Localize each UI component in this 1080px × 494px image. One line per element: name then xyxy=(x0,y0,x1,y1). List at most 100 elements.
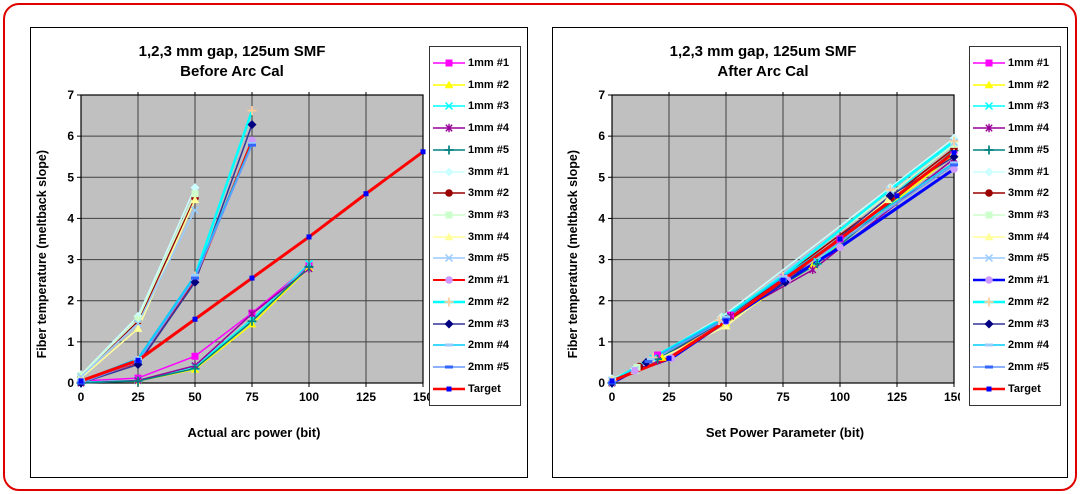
y-tick-label: 7 xyxy=(598,88,605,102)
legend-marker-3mm-1 xyxy=(444,167,454,177)
legend-swatch-2mm-3 xyxy=(433,319,465,329)
legend-marker-1mm-3 xyxy=(984,102,994,111)
y-tick-label: 7 xyxy=(67,88,74,102)
legend-label-1mm-2: 1mm #2 xyxy=(468,78,509,91)
x-tick-label: 100 xyxy=(830,390,850,404)
legend-label-2mm-3: 2mm #3 xyxy=(1008,317,1049,330)
chart-panel-after: 1,2,3 mm gap, 125um SMF After Arc Cal Fi… xyxy=(552,27,1068,478)
marker-2mm-1 xyxy=(950,164,958,173)
marker-3mm-3 xyxy=(191,189,199,197)
legend-label-2mm-4: 2mm #4 xyxy=(468,339,509,352)
chart-area-before: 1,2,3 mm gap, 125um SMF Before Arc Cal F… xyxy=(35,32,429,473)
figure-red-frame xyxy=(3,3,1077,491)
marker-2mm-4 xyxy=(191,273,199,277)
marker-2mm-5 xyxy=(191,276,199,280)
legend-label-1mm-5: 1mm #5 xyxy=(468,143,509,156)
marker-1mm-5 xyxy=(247,316,257,326)
legend-item-3mm-3: 3mm #3 xyxy=(432,205,517,225)
plot-wrap-before: Fiber temperature (meltback slope) 0 25 50… xyxy=(35,87,429,423)
legend-marker-1mm-1 xyxy=(445,59,453,67)
legend-item-3mm-1: 3mm #1 xyxy=(972,162,1057,182)
legend-marker-1mm-5 xyxy=(444,145,454,155)
legend-label-3mm-5: 3mm #5 xyxy=(1008,252,1049,265)
marker-2mm-2 xyxy=(247,105,257,115)
legend-label-3mm-5: 3mm #5 xyxy=(468,252,509,265)
legend-item-3mm-5: 3mm #5 xyxy=(972,248,1057,268)
chart-title-line1: 1,2,3 mm gap, 125um SMF xyxy=(138,43,326,60)
legend-swatch-2mm-1 xyxy=(973,276,1005,284)
marker-3mm-5 xyxy=(133,318,143,327)
x-tick-label: 100 xyxy=(299,390,319,404)
legend-marker-2mm-5 xyxy=(445,365,453,369)
marker-target xyxy=(306,233,312,239)
legend-item-1mm-3: 1mm #3 xyxy=(972,96,1057,116)
legend-item-2mm-3: 2mm #3 xyxy=(432,314,517,334)
legend-label-1mm-4: 1mm #4 xyxy=(468,122,509,135)
legend-label-target: Target xyxy=(468,382,501,395)
legend-item-2mm-4: 2mm #4 xyxy=(972,335,1057,355)
marker-1mm-5 xyxy=(812,258,822,268)
legend-item-3mm-2: 3mm #2 xyxy=(432,183,517,203)
marker-target xyxy=(249,275,255,281)
legend-before: 1mm #1 1mm #2 1mm #3 1mm #4 1mm #5 3mm #1 3mm … xyxy=(429,46,521,406)
y-tick-label: 6 xyxy=(598,129,605,143)
legend-marker-3mm-3 xyxy=(445,211,453,219)
legend-item-2mm-1: 2mm #1 xyxy=(432,270,517,290)
marker-3mm-3 xyxy=(134,315,142,323)
legend-item-1mm-5: 1mm #5 xyxy=(972,140,1057,160)
legend-col-after: 1mm #1 1mm #2 1mm #3 1mm #4 1mm #5 3mm #1 3mm … xyxy=(969,32,1065,473)
marker-3mm-5 xyxy=(190,205,200,214)
legend-marker-3mm-4 xyxy=(984,232,994,240)
series-line-2mm-5 xyxy=(80,144,253,384)
marker-1mm-1 xyxy=(191,352,199,360)
chart-title-before: 1,2,3 mm gap, 125um SMF Before Arc Cal xyxy=(139,42,326,83)
marker-target xyxy=(363,190,369,196)
marker-2mm-4 xyxy=(950,160,958,164)
legend-item-2mm-2: 2mm #2 xyxy=(432,292,517,312)
marker-2mm-4 xyxy=(722,315,730,319)
legend-label-3mm-1: 3mm #1 xyxy=(468,165,509,178)
legend-item-1mm-4: 1mm #4 xyxy=(432,118,517,138)
legend-swatch-3mm-4 xyxy=(973,232,1005,240)
chart-title-after: 1,2,3 mm gap, 125um SMF After Arc Cal xyxy=(670,42,857,83)
legend-swatch-1mm-2 xyxy=(973,80,1005,88)
x-tick-label: 0 xyxy=(78,390,85,404)
marker-target xyxy=(609,377,615,383)
marker-3mm-4 xyxy=(190,195,200,203)
legend-swatch-1mm-5 xyxy=(433,145,465,155)
marker-1mm-4 xyxy=(808,265,817,274)
legend-label-3mm-3: 3mm #3 xyxy=(1008,209,1049,222)
y-tick-label: 5 xyxy=(598,170,605,184)
legend-swatch-1mm-3 xyxy=(973,102,1005,111)
marker-2mm-3 xyxy=(190,277,200,287)
marker-2mm-4 xyxy=(779,274,787,278)
legend-label-1mm-2: 1mm #2 xyxy=(1008,78,1049,91)
legend-swatch-1mm-1 xyxy=(973,59,1005,67)
marker-2mm-3 xyxy=(885,190,895,200)
legend-swatch-3mm-3 xyxy=(433,211,465,219)
x-tick-label: 25 xyxy=(662,390,676,404)
x-tick-label: 125 xyxy=(887,390,907,404)
legend-item-2mm-5: 2mm #5 xyxy=(972,357,1057,377)
legend-swatch-3mm-2 xyxy=(973,189,1005,198)
marker-2mm-4 xyxy=(248,141,256,145)
x-tick-label: 25 xyxy=(131,390,145,404)
marker-2mm-4 xyxy=(646,357,655,361)
legend-label-2mm-2: 2mm #2 xyxy=(1008,295,1049,308)
marker-1mm-5 xyxy=(304,261,314,271)
marker-target xyxy=(420,148,426,154)
legend-label-2mm-1: 2mm #1 xyxy=(468,274,509,287)
legend-item-2mm-4: 2mm #4 xyxy=(432,335,517,355)
legend-item-target: Target xyxy=(972,379,1057,399)
marker-target xyxy=(780,277,786,283)
legend-swatch-2mm-4 xyxy=(433,343,465,347)
legend-item-3mm-5: 3mm #5 xyxy=(432,248,517,268)
legend-after: 1mm #1 1mm #2 1mm #3 1mm #4 1mm #5 3mm #1 3mm … xyxy=(969,46,1061,406)
legend-label-1mm-5: 1mm #5 xyxy=(1008,143,1049,156)
legend-swatch-2mm-2 xyxy=(433,297,465,307)
legend-label-2mm-4: 2mm #4 xyxy=(1008,339,1049,352)
marker-2mm-5 xyxy=(248,143,256,147)
legend-swatch-1mm-4 xyxy=(973,123,1005,133)
legend-label-2mm-5: 2mm #5 xyxy=(1008,361,1049,374)
plot-svg-after: 0 25 50 75 100 125 150 0 1 2 3 4 5 6 7 xyxy=(598,88,960,404)
